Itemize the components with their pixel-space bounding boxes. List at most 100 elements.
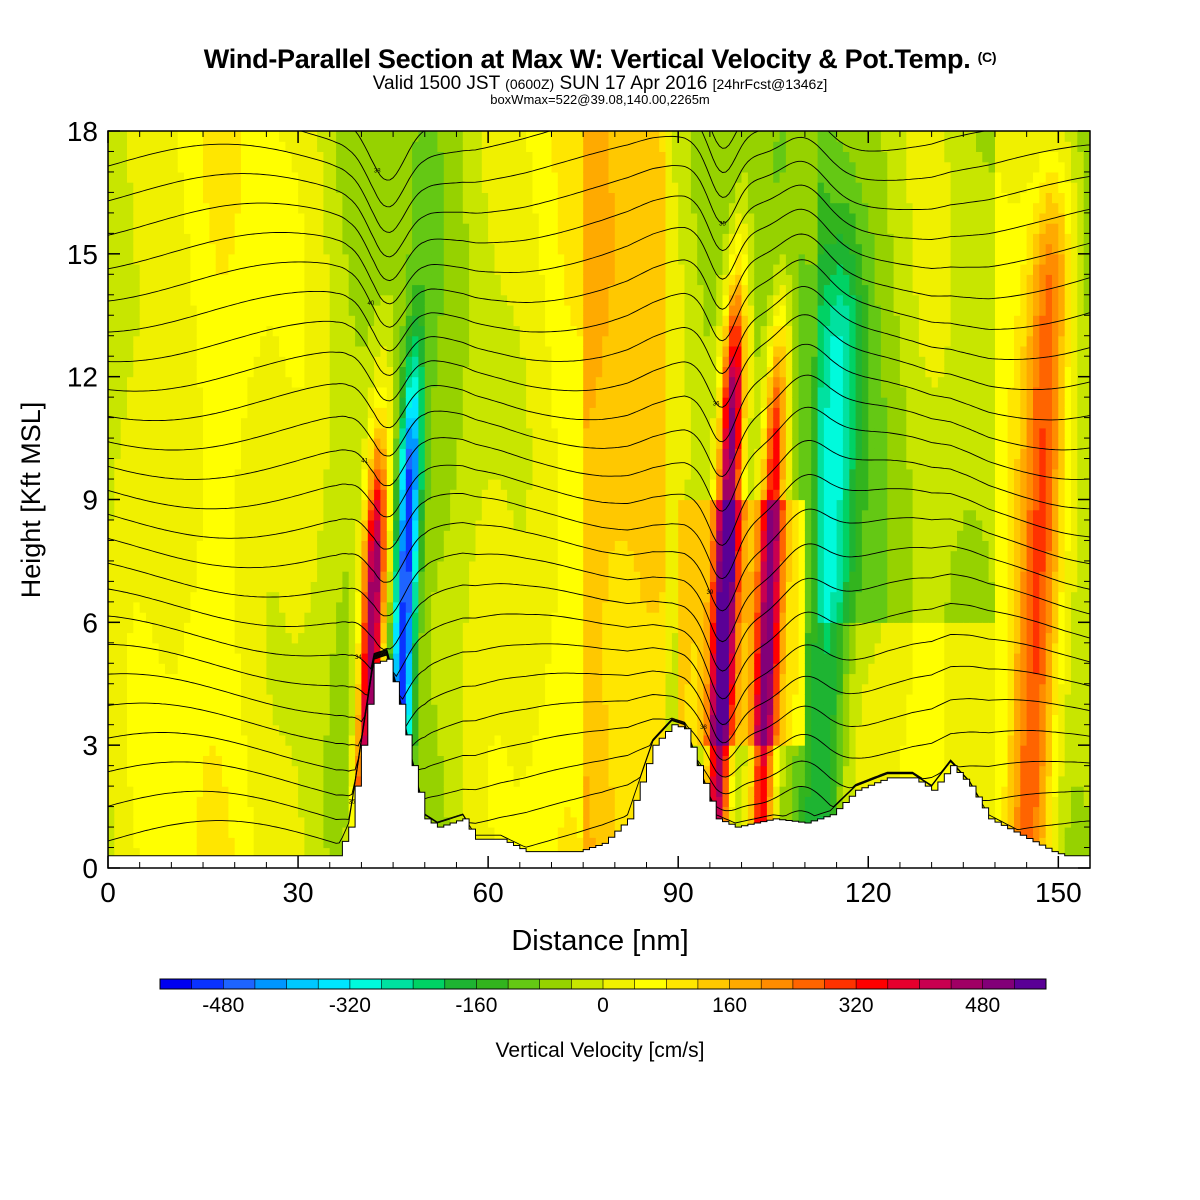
velocity-cell bbox=[196, 560, 204, 572]
velocity-cell bbox=[367, 653, 375, 664]
velocity-cell bbox=[336, 796, 343, 808]
velocity-cell bbox=[405, 233, 413, 245]
velocity-cell bbox=[380, 499, 388, 511]
velocity-cell bbox=[127, 264, 134, 275]
velocity-cell bbox=[494, 827, 502, 838]
velocity-cell bbox=[266, 448, 274, 460]
velocity-cell bbox=[323, 182, 331, 193]
velocity-cell bbox=[203, 233, 210, 245]
velocity-cell bbox=[323, 223, 331, 234]
velocity-cell bbox=[304, 601, 312, 613]
velocity-cell bbox=[317, 458, 324, 470]
velocity-cell bbox=[260, 315, 267, 327]
velocity-cell bbox=[380, 161, 388, 173]
velocity-cell bbox=[513, 683, 521, 695]
velocity-cell bbox=[393, 356, 400, 367]
velocity-cell bbox=[443, 243, 451, 255]
velocity-cell bbox=[424, 151, 432, 163]
velocity-cell bbox=[304, 786, 312, 797]
velocity-cell bbox=[355, 141, 362, 152]
velocity-cell bbox=[367, 131, 375, 142]
velocity-cell bbox=[342, 448, 350, 460]
velocity-cell bbox=[177, 786, 185, 797]
velocity-cell bbox=[538, 714, 546, 726]
velocity-cell bbox=[152, 397, 160, 408]
velocity-cell bbox=[431, 786, 438, 797]
velocity-cell bbox=[418, 284, 426, 296]
velocity-cell bbox=[437, 161, 445, 173]
velocity-cell bbox=[120, 479, 128, 490]
velocity-cell bbox=[538, 724, 546, 736]
velocity-cell bbox=[196, 274, 204, 286]
velocity-cell bbox=[481, 509, 489, 521]
velocity-cell bbox=[329, 663, 337, 675]
velocity-cell bbox=[462, 540, 470, 552]
velocity-cell bbox=[336, 192, 343, 204]
velocity-cell bbox=[399, 438, 407, 449]
velocity-cell bbox=[234, 827, 242, 838]
velocity-cell bbox=[209, 335, 217, 347]
velocity-cell bbox=[336, 673, 343, 685]
velocity-cell bbox=[298, 816, 305, 828]
velocity-cell bbox=[462, 653, 470, 664]
velocity-cell bbox=[108, 612, 115, 623]
velocity-cell bbox=[146, 530, 153, 541]
velocity-cell bbox=[304, 397, 312, 408]
velocity-cell bbox=[481, 796, 489, 808]
velocity-cell bbox=[184, 438, 191, 449]
velocity-cell bbox=[526, 601, 533, 613]
velocity-cell bbox=[513, 571, 521, 582]
velocity-cell bbox=[234, 765, 242, 777]
velocity-cell bbox=[450, 683, 457, 695]
velocity-cell bbox=[507, 653, 514, 664]
velocity-cell bbox=[399, 346, 407, 357]
velocity-cell bbox=[114, 622, 122, 634]
velocity-cell bbox=[310, 755, 318, 767]
velocity-cell bbox=[374, 642, 381, 654]
velocity-cell bbox=[272, 243, 280, 255]
velocity-cell bbox=[475, 264, 483, 275]
velocity-cell bbox=[418, 479, 426, 490]
velocity-cell bbox=[507, 745, 514, 756]
velocity-cell bbox=[146, 632, 153, 644]
velocity-cell bbox=[526, 755, 533, 767]
velocity-cell bbox=[215, 786, 223, 797]
velocity-cell bbox=[329, 540, 337, 552]
velocity-cell bbox=[380, 182, 388, 193]
velocity-cell bbox=[532, 264, 540, 275]
velocity-cell bbox=[279, 335, 286, 347]
velocity-cell bbox=[285, 202, 293, 214]
velocity-cell bbox=[133, 796, 141, 808]
velocity-cell bbox=[152, 274, 160, 286]
velocity-cell bbox=[114, 683, 122, 695]
velocity-cell bbox=[120, 786, 128, 797]
velocity-cell bbox=[266, 315, 274, 327]
velocity-cell bbox=[139, 141, 147, 152]
velocity-cell bbox=[323, 448, 331, 460]
velocity-cell bbox=[260, 786, 267, 797]
velocity-cell bbox=[203, 683, 210, 695]
velocity-cell bbox=[234, 468, 242, 480]
velocity-cell bbox=[545, 714, 552, 726]
velocity-cell bbox=[114, 366, 122, 378]
velocity-cell bbox=[475, 571, 483, 582]
velocity-cell bbox=[329, 335, 337, 347]
velocity-cell bbox=[241, 673, 248, 685]
velocity-cell bbox=[532, 161, 540, 173]
velocity-cell bbox=[519, 294, 527, 306]
velocity-cell bbox=[196, 745, 204, 756]
velocity-cell bbox=[513, 294, 521, 306]
velocity-cell bbox=[348, 274, 356, 286]
velocity-cell bbox=[450, 550, 457, 562]
velocity-cell bbox=[285, 663, 293, 675]
velocity-cell bbox=[184, 315, 191, 327]
velocity-cell bbox=[158, 847, 166, 859]
velocity-cell bbox=[361, 683, 369, 695]
velocity-cell bbox=[329, 346, 337, 357]
velocity-cell bbox=[291, 560, 299, 572]
velocity-cell bbox=[203, 223, 210, 234]
velocity-cell bbox=[127, 591, 134, 603]
velocity-cell bbox=[285, 335, 293, 347]
velocity-cell bbox=[317, 827, 324, 838]
velocity-cell bbox=[177, 499, 185, 511]
